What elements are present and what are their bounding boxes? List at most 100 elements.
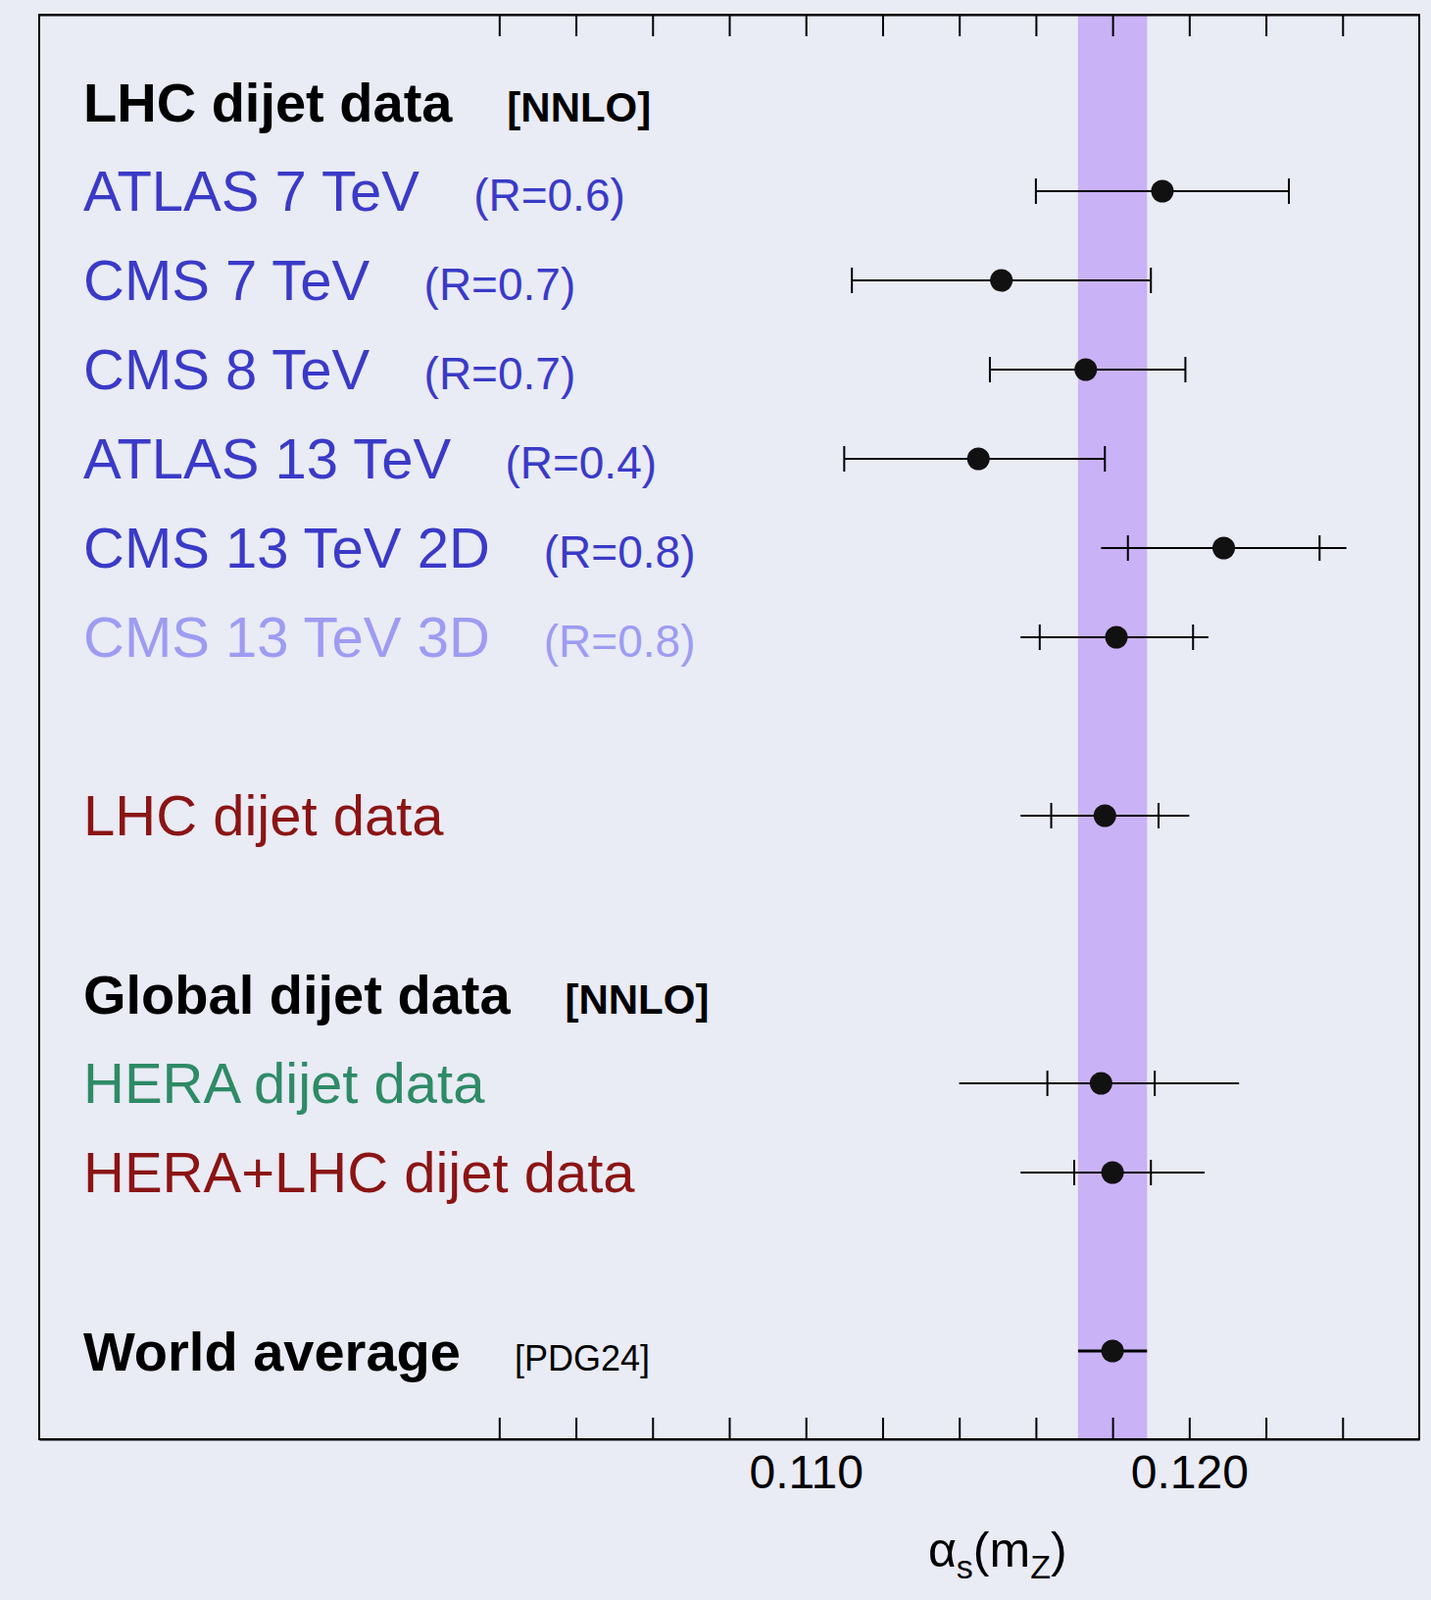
chart: LHC dijet data [NNLO] ATLAS 7 TeV (R=0.6) CM… [0,0,1431,1600]
tick [498,1417,500,1439]
row-labels: LHC dijet data [NNLO] ATLAS 7 TeV (R=0.6) CM… [83,71,709,1382]
error-cap [1046,1070,1049,1096]
tick-mark [805,1417,808,1439]
row-note: [NNLO] [564,976,709,1023]
point [1093,804,1117,828]
tick [652,1417,654,1439]
tick: 0.120 [1131,1417,1249,1498]
tick-mark [1112,1417,1115,1439]
tick-mark [1341,14,1344,37]
tick [1342,14,1344,37]
tick [1266,14,1268,37]
point [1105,626,1129,649]
point [1212,537,1235,560]
row-note: (R=0.7) [424,258,577,310]
error-cap [1149,1159,1152,1185]
background [0,0,1431,1600]
row-label: World average [83,1320,461,1382]
error-cap [1073,1159,1076,1185]
error-cap [842,445,845,472]
tick-mark [1112,14,1115,37]
row-note: [NNLO] [506,84,651,131]
tick-mark [498,1417,501,1439]
tick [1036,14,1037,37]
tick-mark [498,14,501,37]
tick [576,14,578,37]
tick [805,14,807,37]
tick-mark [1265,14,1268,37]
error-cap [988,356,991,383]
tick-label: 0.110 [748,1445,864,1498]
row-label: LHC dijet data [83,71,453,134]
tick: 0.110 [748,1417,864,1498]
tick [1036,1417,1037,1439]
tick-mark [575,1417,578,1439]
row-label: CMS 7 TeV [83,247,371,312]
tick-mark [1265,1417,1268,1439]
row-label: ATLAS 13 TeV [83,426,451,491]
error-cap [1038,624,1041,650]
tick-mark [882,14,885,37]
tick-mark [651,14,654,37]
error-cap [1103,445,1106,472]
tick [498,14,500,37]
tick [1112,1417,1114,1439]
error-cap [850,267,853,294]
tick [729,14,731,37]
tick-mark [1035,1417,1037,1439]
tick-label: 0.120 [1131,1445,1249,1498]
tick [882,1417,884,1439]
row-note: (R=0.4) [504,437,657,489]
row-label: Global dijet data [83,963,511,1026]
tick [576,1417,578,1439]
row-note: (R=0.6) [473,169,626,221]
row-label: CMS 13 TeV 2D [83,515,491,580]
tick-mark [1188,14,1191,37]
point [1074,358,1097,382]
tick [882,14,884,37]
tick [729,1417,731,1439]
plot-frame [39,14,1420,1439]
error-cap [1157,802,1160,829]
tick [1112,14,1114,37]
tick-mark [958,14,961,37]
tick [959,14,961,37]
x-axis-top-minor [499,14,1343,37]
tick [1188,14,1190,37]
point [989,269,1013,293]
row-note: [PDG24] [514,1337,650,1379]
tick-mark [958,1417,961,1439]
marks [843,14,1346,1439]
error-cap [1149,267,1152,294]
tick-mark [882,1417,885,1439]
tick-mark [729,1417,732,1439]
point [1089,1072,1113,1095]
point [1101,1339,1125,1363]
reference-band [1078,14,1147,1439]
row-note: (R=0.7) [424,347,577,399]
tick [1266,1417,1268,1439]
x-axis-top [40,14,1421,37]
error-cap [1318,535,1321,561]
row-note: (R=0.8) [543,615,696,667]
point [1150,180,1174,203]
error-cap [1127,535,1130,561]
point [1101,1161,1125,1185]
row-label: ATLAS 7 TeV [83,158,420,223]
row-note: (R=0.8) [543,526,696,578]
x-axis: 0.110 0.120 [40,1417,1421,1498]
tick-mark [805,14,808,37]
row-label: HERA dijet data [83,1050,486,1115]
tick-mark [729,14,732,37]
tick-mark [651,1417,654,1439]
error-cap [1287,178,1290,204]
error-cap [1184,356,1186,383]
tick-mark [1341,1417,1344,1439]
tick-mark [1188,1417,1191,1439]
tick [652,14,654,37]
tick-mark [575,14,578,37]
row-label: HERA+LHC dijet data [83,1139,636,1204]
tick [1342,1417,1344,1439]
row-label: CMS 13 TeV 3D [83,604,491,669]
error-cap [1035,178,1037,204]
